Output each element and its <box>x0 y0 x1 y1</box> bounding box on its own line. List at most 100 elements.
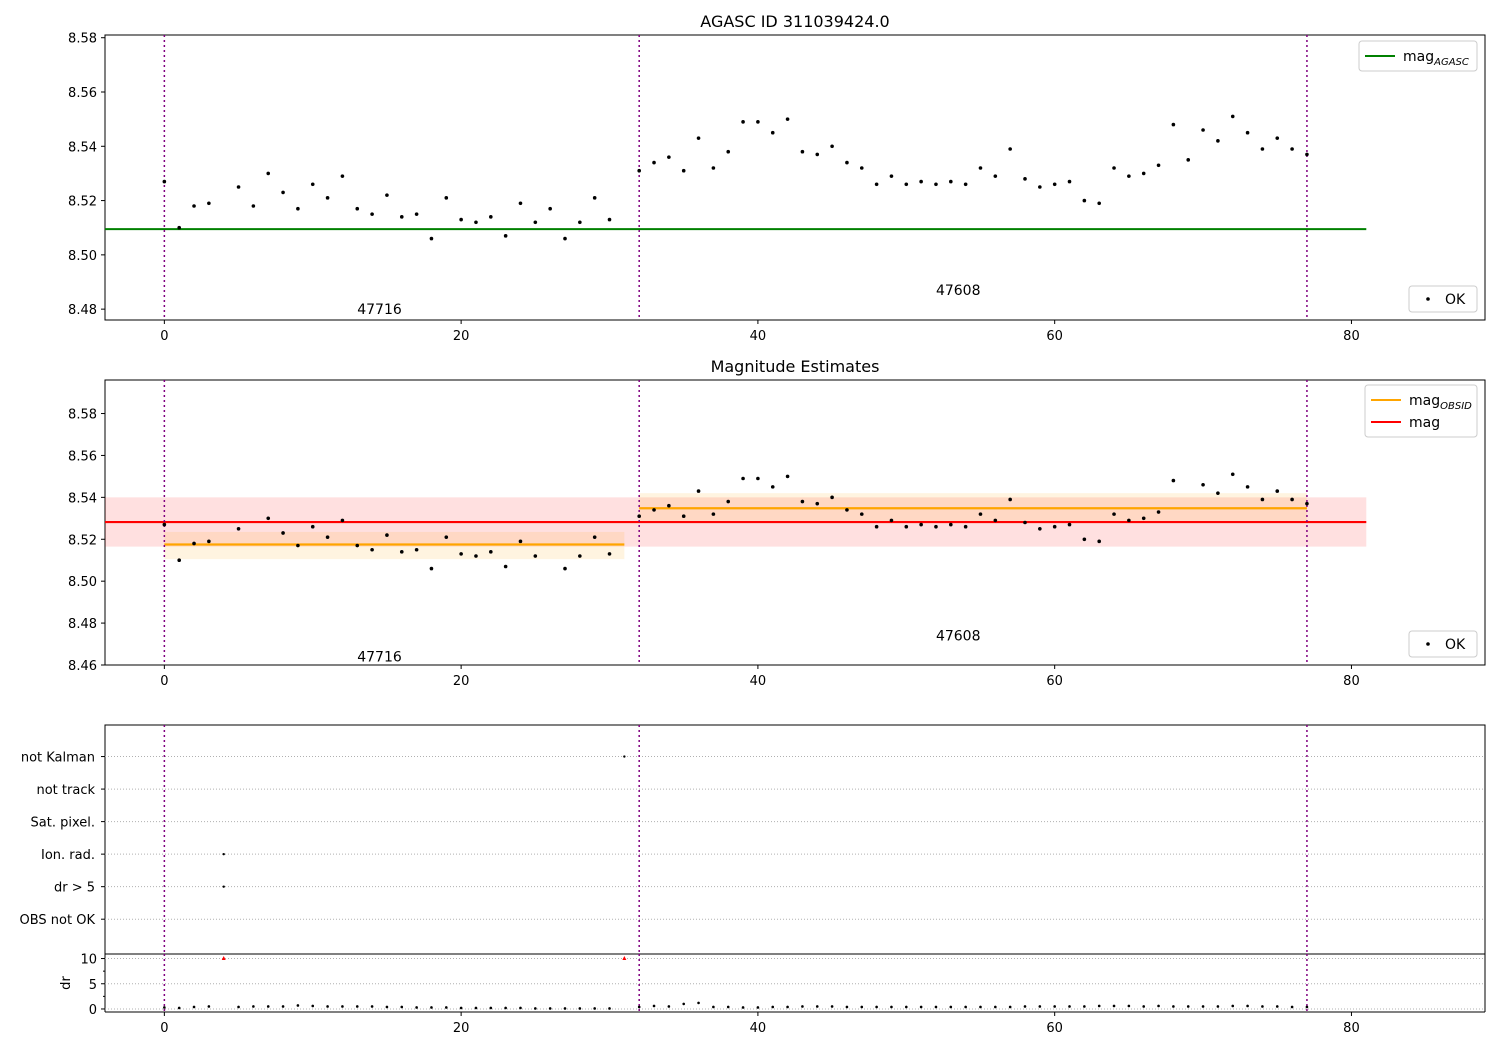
y-tick-label: 10 <box>80 953 97 968</box>
obsid-label: 47608 <box>936 283 981 299</box>
data-point <box>741 476 745 481</box>
data-point <box>815 1005 819 1008</box>
data-point <box>904 1005 908 1009</box>
data-point <box>177 558 181 563</box>
data-point <box>637 168 641 173</box>
data-point <box>563 236 567 241</box>
data-point <box>177 225 181 230</box>
data-point <box>979 1005 982 1009</box>
data-point <box>756 1006 760 1009</box>
data-point <box>1067 522 1072 527</box>
data-point <box>637 514 641 519</box>
data-point <box>548 206 552 211</box>
data-point <box>1275 136 1280 140</box>
legend-swatch <box>1426 297 1430 301</box>
legend-label: OK <box>1445 292 1466 308</box>
data-point <box>800 149 805 154</box>
data-point <box>266 171 271 176</box>
y-tick-label: 8.48 <box>68 617 97 632</box>
data-point <box>430 1006 433 1009</box>
flag-point <box>623 755 626 758</box>
data-point <box>1216 1005 1220 1008</box>
data-point <box>801 1005 804 1008</box>
data-point <box>251 204 256 208</box>
data-point <box>444 196 449 200</box>
y-tick-label: 8.52 <box>68 195 97 210</box>
obsid-label: 47716 <box>357 302 402 318</box>
x-tick-label: 40 <box>750 329 767 344</box>
data-point <box>1201 482 1205 487</box>
data-point <box>934 1005 938 1009</box>
flags-panel: not Kalman not track Sat. pixel. Ion. rad. d… <box>20 724 1486 955</box>
data-point <box>578 220 582 225</box>
data-point <box>681 168 686 173</box>
data-point <box>1186 158 1191 162</box>
data-point <box>415 1006 418 1009</box>
data-point <box>385 1005 389 1009</box>
x-tick-label: 20 <box>453 1021 470 1036</box>
data-point <box>859 512 864 516</box>
data-point <box>785 474 790 479</box>
data-point <box>429 236 434 241</box>
legend-label: magAGASC <box>1403 49 1469 68</box>
legend-label: OK <box>1445 637 1466 653</box>
x-tick-label: 80 <box>1343 674 1360 689</box>
y-tick-label: 5 <box>89 978 97 993</box>
data-point <box>163 1006 166 1009</box>
data-point <box>1038 1005 1042 1008</box>
data-point <box>756 476 760 481</box>
data-point <box>489 215 493 219</box>
data-point <box>192 541 196 546</box>
data-point <box>830 1005 834 1008</box>
y-tick-label: 8.58 <box>68 32 97 47</box>
data-point <box>1216 491 1220 495</box>
data-point <box>652 160 656 165</box>
data-point <box>1305 152 1309 157</box>
data-point <box>1067 179 1072 184</box>
data-point <box>414 547 419 552</box>
data-point <box>786 1005 789 1009</box>
data-point <box>518 201 523 206</box>
data-point <box>712 1005 715 1009</box>
data-point <box>355 543 360 548</box>
data-point <box>370 547 374 552</box>
panel-title: Magnitude Estimates <box>711 357 880 376</box>
x-tick-label: 0 <box>160 329 168 344</box>
data-point <box>993 518 998 523</box>
data-point <box>815 152 820 157</box>
data-point <box>963 524 968 529</box>
lines-legend <box>1364 384 1478 438</box>
data-point <box>578 1007 582 1010</box>
data-point <box>1038 185 1042 189</box>
data-point <box>1216 139 1220 143</box>
x-tick-label: 0 <box>160 1021 168 1036</box>
data-point <box>1230 472 1235 477</box>
data-point <box>1141 516 1146 521</box>
data-point <box>1112 1004 1116 1008</box>
data-point <box>993 174 998 178</box>
data-point <box>592 535 597 539</box>
data-point <box>889 518 894 523</box>
data-point <box>726 499 731 504</box>
data-point <box>444 1006 448 1009</box>
flag-category-label: Ion. rad. <box>41 848 95 863</box>
flag-category-label: dr > 5 <box>54 881 95 896</box>
clipped-dr-marker <box>221 956 226 961</box>
data-point <box>1290 497 1294 502</box>
data-point <box>310 524 315 529</box>
data-point <box>652 1004 656 1008</box>
data-point <box>310 182 315 187</box>
flag-category-label: OBS not OK <box>20 913 96 928</box>
data-point <box>1008 497 1012 502</box>
data-point <box>266 516 271 521</box>
data-point <box>474 220 478 225</box>
data-point <box>207 539 211 544</box>
agasc-magnitude-panel: AGASC ID 311039424.0 8.48 8.50 8.52 8.54 8.5… <box>68 12 1486 344</box>
data-point <box>1230 114 1235 119</box>
data-point <box>608 1007 611 1010</box>
data-point <box>1023 520 1027 525</box>
data-point <box>697 1001 700 1005</box>
data-point <box>800 499 805 504</box>
y-tick-label: 8.56 <box>68 449 97 464</box>
data-point <box>830 495 834 500</box>
